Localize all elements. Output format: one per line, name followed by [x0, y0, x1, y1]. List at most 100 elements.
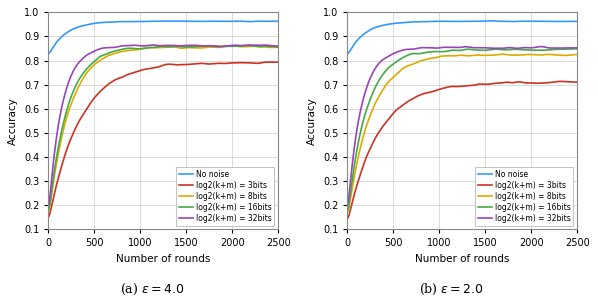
log2(k+m) = 16bits	[245, 44, 252, 47]
Line: log2(k+m) = 32bits: log2(k+m) = 32bits	[347, 46, 577, 205]
log2(k+m) = 3bits	[498, 81, 505, 85]
Legend: No noise, log2(k+m) = 3bits, log2(k+m) = 8bits, log2(k+m) = 16bits, log2(k+m) = : No noise, log2(k+m) = 3bits, log2(k+m) =…	[176, 167, 274, 226]
log2(k+m) = 32bits	[538, 45, 545, 48]
log2(k+m) = 8bits	[227, 44, 234, 48]
log2(k+m) = 16bits	[149, 46, 156, 49]
log2(k+m) = 8bits	[104, 54, 111, 58]
Line: log2(k+m) = 3bits: log2(k+m) = 3bits	[48, 62, 278, 217]
log2(k+m) = 8bits	[149, 46, 156, 49]
No noise	[162, 19, 169, 23]
No noise	[403, 20, 410, 24]
log2(k+m) = 3bits	[573, 81, 581, 84]
No noise	[274, 20, 282, 23]
log2(k+m) = 8bits	[274, 45, 282, 49]
Line: No noise: No noise	[48, 21, 278, 54]
log2(k+m) = 3bits	[45, 215, 52, 219]
log2(k+m) = 32bits	[385, 55, 392, 58]
log2(k+m) = 8bits	[218, 45, 225, 49]
log2(k+m) = 16bits	[479, 49, 486, 52]
No noise	[517, 20, 524, 23]
log2(k+m) = 32bits	[498, 46, 505, 50]
log2(k+m) = 8bits	[45, 210, 52, 213]
log2(k+m) = 8bits	[498, 52, 505, 56]
Line: No noise: No noise	[347, 21, 577, 54]
log2(k+m) = 16bits	[344, 209, 351, 213]
No noise	[573, 20, 581, 23]
log2(k+m) = 8bits	[86, 68, 93, 72]
log2(k+m) = 16bits	[218, 45, 225, 48]
log2(k+m) = 3bits	[344, 217, 351, 221]
log2(k+m) = 3bits	[104, 83, 111, 87]
log2(k+m) = 3bits	[180, 63, 187, 66]
Line: log2(k+m) = 16bits: log2(k+m) = 16bits	[48, 46, 278, 210]
log2(k+m) = 8bits	[403, 65, 410, 68]
log2(k+m) = 16bits	[104, 52, 111, 55]
X-axis label: Number of rounds: Number of rounds	[116, 254, 210, 264]
No noise	[199, 20, 206, 23]
log2(k+m) = 8bits	[180, 46, 187, 50]
No noise	[149, 20, 156, 23]
log2(k+m) = 16bits	[274, 45, 282, 49]
log2(k+m) = 3bits	[448, 85, 455, 88]
log2(k+m) = 16bits	[199, 44, 206, 48]
log2(k+m) = 3bits	[517, 80, 524, 84]
No noise	[218, 20, 225, 23]
X-axis label: Number of rounds: Number of rounds	[415, 254, 509, 264]
Line: log2(k+m) = 16bits: log2(k+m) = 16bits	[347, 49, 577, 211]
log2(k+m) = 32bits	[180, 44, 187, 47]
log2(k+m) = 32bits	[517, 46, 524, 50]
log2(k+m) = 8bits	[499, 52, 506, 56]
log2(k+m) = 16bits	[86, 65, 93, 68]
log2(k+m) = 32bits	[199, 44, 206, 48]
log2(k+m) = 8bits	[385, 81, 392, 84]
log2(k+m) = 16bits	[498, 48, 505, 51]
log2(k+m) = 32bits	[246, 43, 253, 47]
log2(k+m) = 3bits	[263, 60, 270, 64]
log2(k+m) = 32bits	[104, 46, 111, 49]
Y-axis label: Accuracy: Accuracy	[8, 97, 19, 145]
Line: log2(k+m) = 8bits: log2(k+m) = 8bits	[48, 46, 278, 211]
Text: (a) $\varepsilon = 4.0$: (a) $\varepsilon = 4.0$	[120, 282, 185, 296]
log2(k+m) = 3bits	[199, 62, 206, 65]
Text: (b) $\varepsilon = 2.0$: (b) $\varepsilon = 2.0$	[419, 282, 484, 296]
No noise	[498, 20, 505, 23]
log2(k+m) = 16bits	[385, 67, 392, 70]
log2(k+m) = 32bits	[274, 44, 282, 48]
log2(k+m) = 32bits	[218, 45, 225, 48]
No noise	[181, 20, 188, 23]
No noise	[45, 52, 52, 55]
log2(k+m) = 3bits	[86, 104, 93, 107]
No noise	[479, 20, 486, 23]
log2(k+m) = 32bits	[403, 48, 410, 51]
log2(k+m) = 3bits	[274, 60, 282, 64]
log2(k+m) = 32bits	[448, 46, 455, 49]
log2(k+m) = 8bits	[199, 46, 206, 50]
log2(k+m) = 16bits	[517, 48, 524, 52]
log2(k+m) = 32bits	[573, 46, 581, 49]
log2(k+m) = 3bits	[385, 118, 392, 122]
No noise	[487, 19, 494, 22]
Y-axis label: Accuracy: Accuracy	[307, 97, 318, 145]
No noise	[86, 22, 93, 26]
Line: log2(k+m) = 32bits: log2(k+m) = 32bits	[48, 45, 278, 205]
log2(k+m) = 3bits	[218, 62, 225, 65]
Line: log2(k+m) = 8bits: log2(k+m) = 8bits	[347, 54, 577, 213]
log2(k+m) = 8bits	[344, 211, 351, 214]
log2(k+m) = 16bits	[448, 49, 455, 52]
log2(k+m) = 8bits	[479, 54, 486, 57]
Line: log2(k+m) = 3bits: log2(k+m) = 3bits	[347, 81, 577, 219]
log2(k+m) = 3bits	[479, 82, 486, 86]
log2(k+m) = 16bits	[180, 45, 187, 49]
No noise	[344, 52, 351, 56]
No noise	[104, 20, 111, 24]
log2(k+m) = 32bits	[149, 43, 156, 47]
log2(k+m) = 3bits	[556, 80, 563, 83]
log2(k+m) = 32bits	[479, 46, 486, 49]
No noise	[448, 20, 455, 23]
log2(k+m) = 16bits	[403, 54, 410, 58]
log2(k+m) = 16bits	[570, 47, 578, 51]
Legend: No noise, log2(k+m) = 3bits, log2(k+m) = 8bits, log2(k+m) = 16bits, log2(k+m) = : No noise, log2(k+m) = 3bits, log2(k+m) =…	[475, 167, 573, 226]
log2(k+m) = 16bits	[573, 47, 581, 51]
log2(k+m) = 3bits	[149, 66, 156, 70]
log2(k+m) = 32bits	[45, 203, 52, 207]
